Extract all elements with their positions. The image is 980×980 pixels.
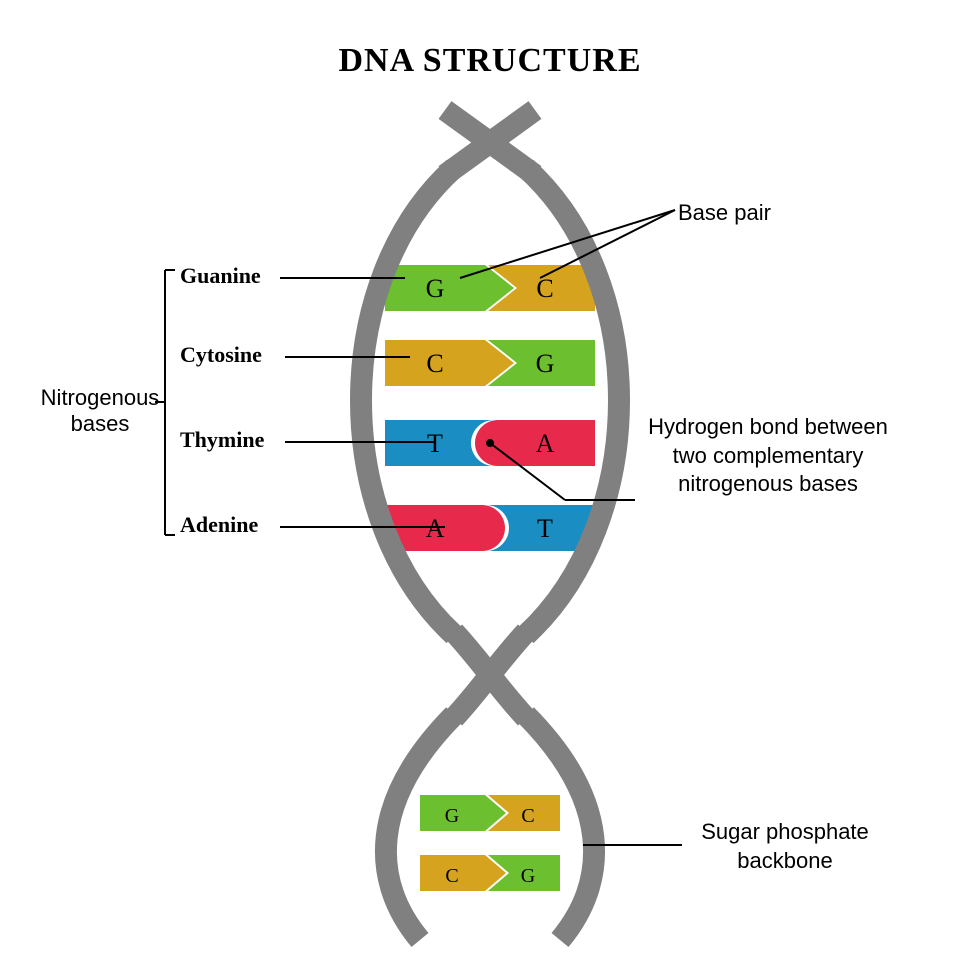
label-sugar-phosphate: Sugar phosphatebackbone <box>685 818 885 875</box>
label-base-pair: Base pair <box>678 200 771 226</box>
svg-text:T: T <box>537 514 553 543</box>
label-cytosine: Cytosine <box>180 342 262 368</box>
svg-text:A: A <box>426 514 445 543</box>
svg-text:C: C <box>426 349 443 378</box>
label-guanine: Guanine <box>180 263 261 289</box>
svg-text:T: T <box>427 429 443 458</box>
svg-text:C: C <box>445 865 458 887</box>
svg-text:G: G <box>521 865 535 887</box>
svg-text:C: C <box>521 805 534 827</box>
svg-text:G: G <box>426 274 445 303</box>
label-hydrogen-bond: Hydrogen bond betweentwo complementaryni… <box>638 413 898 499</box>
svg-text:G: G <box>445 805 459 827</box>
label-adenine: Adenine <box>180 512 258 538</box>
label-nitrogenous-bases: Nitrogenousbases <box>35 385 165 438</box>
svg-text:G: G <box>536 349 555 378</box>
svg-text:C: C <box>536 274 553 303</box>
svg-text:A: A <box>536 429 555 458</box>
label-thymine: Thymine <box>180 427 264 453</box>
